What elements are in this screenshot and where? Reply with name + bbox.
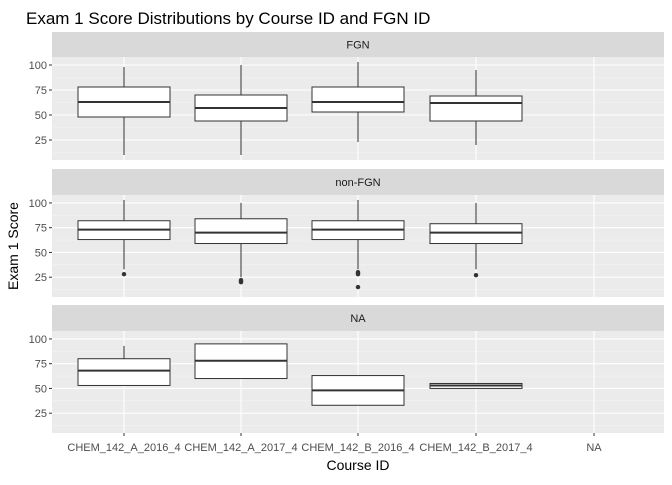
x-tick-label: CHEM_142_B_2017_4 [419,442,532,454]
outlier-point [238,277,244,283]
box-CHEM_142_A_2017_4 [194,65,288,155]
x-axis-label: Course ID [326,457,389,473]
box-CHEM_142_B_2016_4 [311,62,405,142]
box-CHEM_142_B_2017_4 [429,202,523,278]
y-tick-label: 50 [35,247,47,259]
y-tick-label: 75 [35,223,47,235]
y-tick-label: 25 [35,135,47,147]
facet-strip-label: non-FGN [335,177,380,189]
y-tick-label: 50 [35,383,47,395]
y-tick-label: 25 [35,272,47,284]
box-iqr [77,358,171,386]
box-CHEM_142_A_2016_4 [77,199,171,277]
outlier-point [121,272,127,277]
chart-title: Exam 1 Score Distributions by Course ID … [26,9,430,28]
box-CHEM_142_B_2017_4 [429,70,523,145]
facet-panel-2: NA 25 50 75 100 [29,305,664,433]
x-tick-label: CHEM_142_A_2016_4 [67,442,180,454]
box-CHEM_142_A_2017_4 [194,202,288,285]
facet-panel-1: non-FGN 25 50 75 100 [29,169,664,297]
y-tick-label: 75 [35,359,47,371]
y-tick-label: 25 [35,408,47,420]
box-CHEM_142_A_2016_4 [77,345,171,386]
facet-strip [52,305,664,331]
facet-strip-label: NA [350,313,366,325]
y-axis-label: Exam 1 Score [5,202,21,290]
facet-panel-0: FGN 25 50 75 100 [29,32,664,160]
x-tick-label: CHEM_142_B_2016_4 [301,442,414,454]
outlier-point [355,270,361,275]
box-iqr [311,86,405,113]
facet-strip [52,169,664,195]
box-CHEM_142_A_2017_4 [194,343,288,380]
box-CHEM_142_B_2016_4 [311,375,405,406]
outlier-point [473,273,479,278]
facet-strip [52,32,664,57]
x-tick-label: CHEM_142_A_2017_4 [184,442,297,454]
y-tick-label: 100 [29,60,47,72]
y-tick-label: 50 [35,110,47,122]
box-iqr [194,218,288,245]
facet-strip-label: FGN [346,40,369,52]
box-CHEM_142_A_2016_4 [77,67,171,155]
box-iqr [429,95,523,122]
y-tick-label: 100 [29,334,47,346]
plot-area: FGN 25 50 75 100 non-FGN 25 50 75 100 NA 25 50 75 100 C… [29,32,664,454]
outlier-point [355,284,361,290]
x-tick-label: NA [586,442,602,454]
y-tick-label: 75 [35,85,47,97]
box-CHEM_142_B_2017_4 [429,382,523,389]
y-tick-label: 100 [29,198,47,210]
box-CHEM_142_B_2016_4 [311,199,405,290]
